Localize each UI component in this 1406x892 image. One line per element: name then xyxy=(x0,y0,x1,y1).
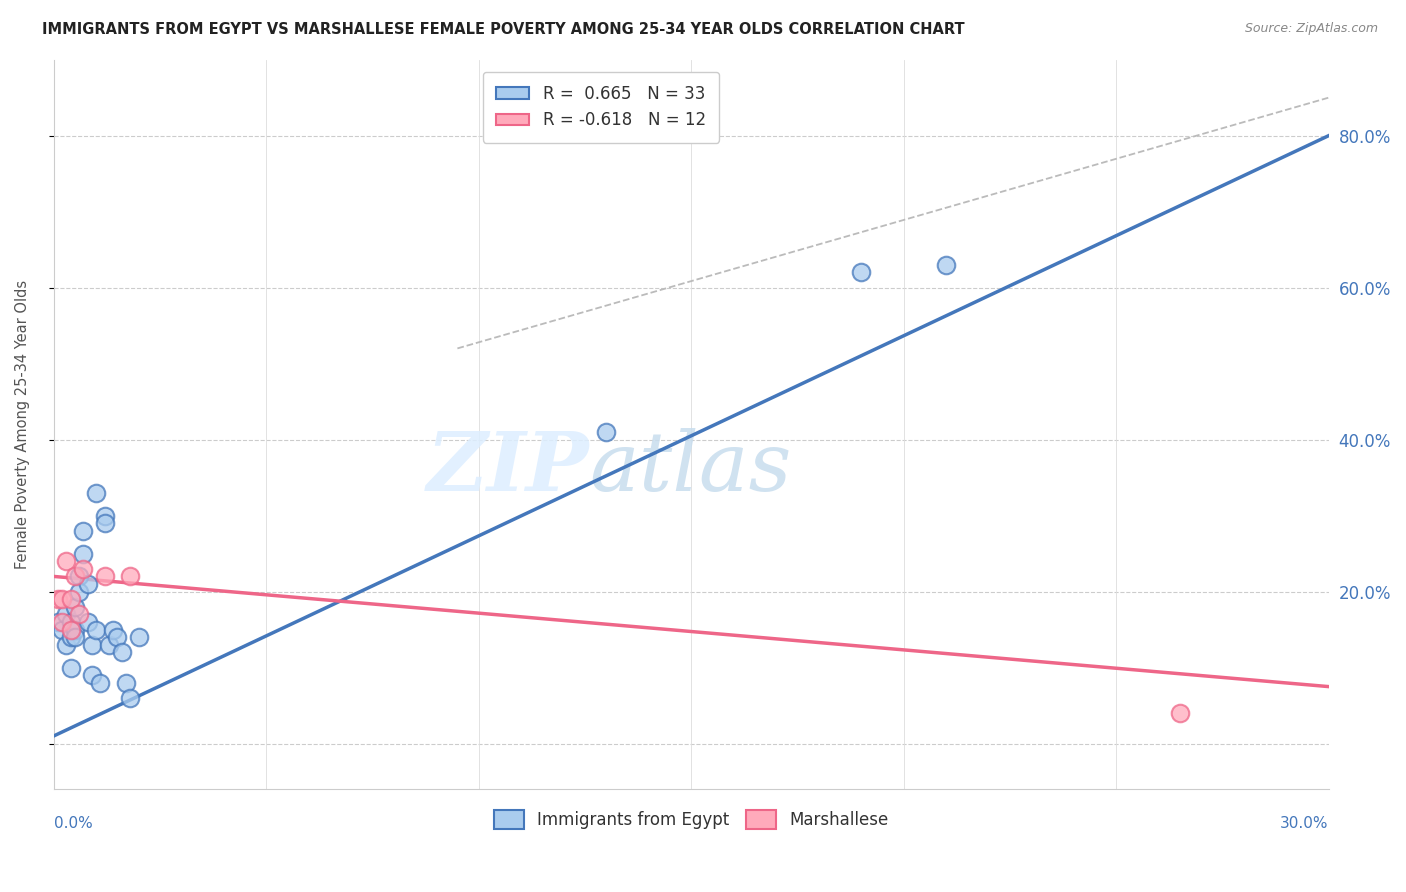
Point xyxy=(97,638,120,652)
Point xyxy=(128,630,150,644)
Point xyxy=(101,623,124,637)
Text: IMMIGRANTS FROM EGYPT VS MARSHALLESE FEMALE POVERTY AMONG 25-34 YEAR OLDS CORREL: IMMIGRANTS FROM EGYPT VS MARSHALLESE FEM… xyxy=(42,22,965,37)
Point xyxy=(67,569,90,583)
Point xyxy=(55,554,77,568)
Point xyxy=(1168,706,1191,721)
Point xyxy=(80,638,103,652)
Point xyxy=(72,524,94,538)
Point xyxy=(115,675,138,690)
Point xyxy=(84,485,107,500)
Point xyxy=(59,660,82,674)
Point xyxy=(76,577,98,591)
Point xyxy=(63,623,86,637)
Point xyxy=(59,630,82,644)
Legend: Immigrants from Egypt, Marshallese: Immigrants from Egypt, Marshallese xyxy=(486,803,896,836)
Text: 0.0%: 0.0% xyxy=(53,816,93,830)
Point xyxy=(72,562,94,576)
Point xyxy=(51,615,73,629)
Point xyxy=(59,592,82,607)
Point xyxy=(67,584,90,599)
Point xyxy=(63,599,86,614)
Point xyxy=(51,623,73,637)
Point xyxy=(80,668,103,682)
Point xyxy=(851,265,873,279)
Point xyxy=(93,508,115,523)
Y-axis label: Female Poverty Among 25-34 Year Olds: Female Poverty Among 25-34 Year Olds xyxy=(15,280,30,569)
Point xyxy=(55,607,77,622)
Text: atlas: atlas xyxy=(589,428,792,508)
Point xyxy=(120,691,142,706)
Text: 30.0%: 30.0% xyxy=(1281,816,1329,830)
Point xyxy=(111,645,134,659)
Point xyxy=(46,592,69,607)
Point xyxy=(76,615,98,629)
Text: ZIP: ZIP xyxy=(426,428,589,508)
Point xyxy=(120,569,142,583)
Point xyxy=(72,547,94,561)
Point xyxy=(59,623,82,637)
Point xyxy=(63,630,86,644)
Point xyxy=(89,675,111,690)
Point xyxy=(105,630,128,644)
Point xyxy=(51,592,73,607)
Point xyxy=(67,607,90,622)
Text: Source: ZipAtlas.com: Source: ZipAtlas.com xyxy=(1244,22,1378,36)
Point xyxy=(93,516,115,531)
Point xyxy=(46,615,69,629)
Point xyxy=(595,425,617,439)
Point xyxy=(84,623,107,637)
Point xyxy=(935,258,957,272)
Point xyxy=(93,569,115,583)
Point xyxy=(63,569,86,583)
Point xyxy=(59,615,82,629)
Point xyxy=(55,638,77,652)
